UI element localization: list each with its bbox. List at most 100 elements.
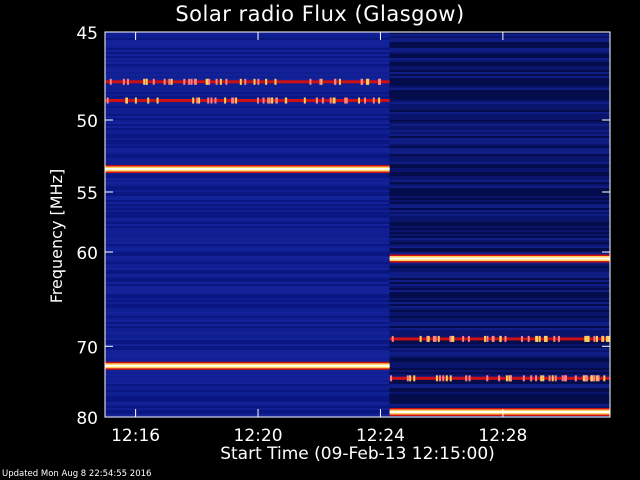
- noise-row: [105, 272, 390, 274]
- noise-row: [105, 238, 390, 240]
- emission-fleck: [170, 78, 173, 85]
- noise-row: [389, 208, 610, 210]
- noise-row: [105, 156, 390, 158]
- noise-row: [389, 298, 610, 300]
- noise-row: [389, 404, 610, 406]
- noise-row: [105, 86, 390, 88]
- noise-row: [389, 310, 610, 312]
- noise-row: [105, 162, 390, 164]
- noise-row: [389, 90, 610, 92]
- noise-row: [105, 356, 390, 358]
- noise-row: [105, 204, 390, 206]
- noise-row: [105, 250, 390, 252]
- emission-fleck: [468, 375, 471, 382]
- noise-row: [389, 382, 610, 384]
- noise-row: [389, 342, 610, 344]
- emission-fleck: [505, 375, 508, 382]
- noise-row: [105, 300, 390, 302]
- noise-row: [389, 34, 610, 36]
- noise-row: [105, 224, 390, 226]
- noise-row: [105, 354, 390, 356]
- noise-row: [105, 260, 390, 262]
- noise-row: [105, 232, 390, 234]
- noise-row: [105, 236, 390, 238]
- emission-fleck: [188, 78, 191, 85]
- noise-row: [389, 314, 610, 316]
- noise-row: [105, 284, 390, 286]
- noise-row: [389, 80, 610, 82]
- emission-line-peak: [105, 364, 390, 367]
- noise-row: [389, 356, 610, 358]
- noise-row: [389, 156, 610, 158]
- noise-row: [105, 60, 390, 62]
- noise-row: [105, 178, 390, 180]
- emission-fleck: [584, 375, 587, 382]
- noise-row: [389, 220, 610, 222]
- noise-row: [105, 196, 390, 198]
- noise-row: [105, 308, 390, 310]
- noise-row: [389, 292, 610, 294]
- noise-row: [389, 222, 610, 224]
- noise-row: [389, 306, 610, 308]
- noise-row: [105, 226, 390, 228]
- noise-row: [105, 98, 390, 100]
- noise-row: [105, 280, 390, 282]
- noise-row: [389, 218, 610, 220]
- emission-fleck: [244, 78, 247, 85]
- emission-fleck: [585, 335, 588, 342]
- noise-row: [389, 66, 610, 68]
- noise-row: [389, 72, 610, 74]
- noise-row: [389, 300, 610, 302]
- noise-row: [105, 352, 390, 354]
- y-tick-label: 80: [76, 409, 98, 429]
- noise-row: [389, 290, 610, 292]
- noise-row: [105, 38, 390, 40]
- emission-fleck: [522, 375, 525, 382]
- emission-fleck: [527, 335, 530, 342]
- noise-row: [389, 372, 610, 374]
- noise-row: [105, 268, 390, 270]
- emission-fleck: [377, 78, 380, 85]
- noise-row: [389, 88, 610, 90]
- noise-row: [389, 214, 610, 216]
- noise-row: [389, 82, 610, 84]
- noise-row: [105, 118, 390, 120]
- noise-row: [389, 136, 610, 138]
- emission-fleck: [372, 97, 375, 104]
- noise-row: [105, 312, 390, 314]
- emission-fleck: [208, 78, 211, 85]
- noise-row: [105, 208, 390, 210]
- emission-fleck: [499, 335, 502, 342]
- noise-row: [105, 40, 390, 42]
- noise-row: [105, 78, 390, 80]
- noise-row: [389, 186, 610, 188]
- emission-fleck: [126, 78, 129, 85]
- noise-row: [389, 102, 610, 104]
- noise-row: [389, 396, 610, 398]
- noise-row: [389, 210, 610, 212]
- noise-row: [389, 56, 610, 58]
- noise-row: [389, 116, 610, 118]
- noise-row: [389, 284, 610, 286]
- noise-row: [105, 174, 390, 176]
- noise-row: [389, 326, 610, 328]
- noise-row: [105, 50, 390, 52]
- noise-row: [389, 348, 610, 350]
- noise-row: [389, 242, 610, 244]
- noise-row: [105, 408, 390, 410]
- emission-line: [105, 99, 390, 103]
- noise-row: [105, 230, 390, 232]
- noise-row: [389, 198, 610, 200]
- noise-row: [105, 410, 390, 412]
- noise-row: [105, 326, 390, 328]
- noise-row: [105, 32, 390, 34]
- noise-row: [389, 146, 610, 148]
- noise-row: [389, 112, 610, 114]
- emission-fleck: [365, 78, 368, 85]
- noise-row: [389, 168, 610, 170]
- emission-fleck: [486, 335, 489, 342]
- emission-fleck: [232, 97, 235, 104]
- noise-row: [389, 328, 610, 330]
- noise-row: [105, 346, 390, 348]
- emission-fleck: [329, 97, 332, 104]
